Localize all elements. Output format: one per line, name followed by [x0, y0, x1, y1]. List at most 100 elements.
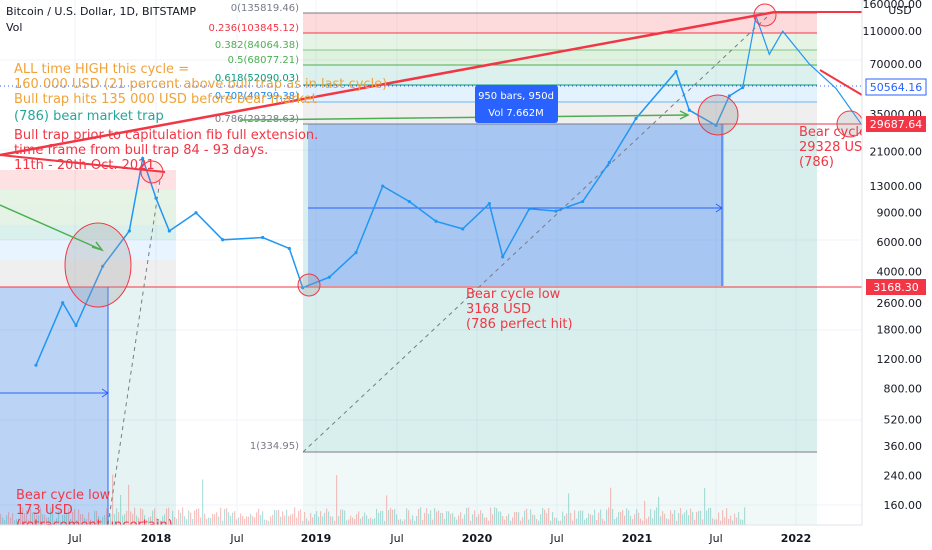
volume-bar: [184, 516, 186, 525]
volume-bar: [670, 510, 672, 525]
volume-bar: [422, 520, 424, 525]
price-point-29: [727, 94, 731, 98]
volume-bar: [62, 514, 64, 525]
price-tick-11: 1800.00: [877, 323, 923, 336]
price-tag-low: 3168.30: [866, 279, 926, 295]
price-tick-10: 2600.00: [877, 297, 923, 310]
volume-bar: [432, 519, 434, 525]
volume-bar: [658, 496, 660, 525]
volume-bar: [364, 512, 366, 525]
volume-bar: [244, 518, 246, 525]
volume-bar: [26, 510, 28, 525]
time-tick-8: Jul: [708, 532, 722, 545]
volume-bar: [146, 519, 148, 525]
volume-bar: [218, 516, 220, 525]
volume-bar: [300, 509, 302, 525]
volume-bar: [182, 507, 184, 525]
volume-bar: [416, 516, 418, 525]
volume-bar: [180, 512, 182, 525]
volume-bar: [160, 520, 162, 525]
volume-bar: [612, 509, 614, 525]
volume-bar: [304, 511, 306, 525]
volume-bar: [128, 484, 130, 525]
volume-bar: [516, 511, 518, 525]
volume-bar: [694, 519, 696, 525]
volume-bar: [398, 519, 400, 525]
volume-bar: [420, 507, 422, 525]
volume-bar: [38, 515, 40, 525]
volume-bar: [590, 514, 592, 525]
volume-bar: [412, 515, 414, 525]
volume-bar: [276, 510, 278, 525]
volume-bar: [64, 514, 66, 525]
volume-bar: [598, 512, 600, 525]
volume-bar: [502, 516, 504, 525]
volume-bar: [344, 510, 346, 525]
low-text-3: (786 perfect hit): [466, 317, 573, 332]
volume-bar: [134, 507, 136, 525]
price-point-22: [554, 209, 558, 213]
time-tick-7: 2021: [622, 532, 653, 545]
volume-bar: [190, 512, 192, 525]
volume-bar: [594, 509, 596, 525]
volume-bar: [92, 520, 94, 525]
time-tick-5: 2020: [462, 532, 493, 545]
volume-bar: [326, 508, 328, 525]
volume-bar: [224, 509, 226, 525]
volume-bar: [734, 513, 736, 525]
current-price-tag: 50564.16: [870, 81, 923, 94]
volume-bar: [706, 510, 708, 525]
volume-bar: [10, 517, 12, 525]
range-bars: 950 bars, 950d: [478, 91, 554, 102]
volume-bar: [468, 507, 470, 525]
volume-bar: [624, 515, 626, 525]
volume-bar: [138, 517, 140, 525]
fib-label-0: 0(135819.46): [231, 3, 299, 14]
volume-bar: [106, 508, 108, 525]
volume-bar: [172, 510, 174, 525]
volume-bar: [310, 513, 312, 525]
volume-bar: [268, 520, 270, 525]
volume-bar: [406, 508, 408, 525]
volume-bar: [316, 511, 318, 525]
volume-bar: [392, 509, 394, 525]
volume-bar: [726, 508, 728, 525]
volume-bar: [460, 512, 462, 525]
volume-bar: [82, 514, 84, 525]
volume-bar: [350, 515, 352, 525]
volume-bar: [228, 512, 230, 525]
volume-bar: [328, 511, 330, 525]
volume-bar: [100, 519, 102, 525]
volume-bar: [358, 511, 360, 525]
volume-bar: [548, 508, 550, 525]
volume-bar: [418, 508, 420, 525]
volume-bar: [648, 516, 650, 525]
volume-bar: [396, 514, 398, 525]
volume-bar: [474, 510, 476, 525]
price-point-28: [714, 123, 718, 128]
volume-bar: [294, 507, 296, 525]
volume-bar: [88, 512, 90, 525]
volume-bar: [482, 513, 484, 525]
volume-bar: [596, 520, 598, 525]
volume-bar: [42, 514, 44, 525]
volume-bar: [84, 517, 86, 525]
fib-label-618: 0.618(52090.03): [215, 73, 299, 84]
volume-bar: [286, 509, 288, 525]
volume-bar: [476, 516, 478, 525]
volume-bar: [360, 518, 362, 525]
volume-bar: [638, 512, 640, 525]
volume-bar: [550, 520, 552, 525]
volume-bar: [292, 513, 294, 525]
time-axis-bg[interactable]: [0, 525, 932, 550]
volume-bar: [158, 519, 160, 525]
volume-bar: [48, 517, 50, 525]
price-point-1: [61, 301, 65, 305]
volume-bar: [70, 518, 72, 525]
volume-bar: [722, 510, 724, 525]
volume-bar: [194, 510, 196, 525]
volume-bar: [630, 515, 632, 525]
circles: [64, 3, 864, 308]
volume-bar: [650, 509, 652, 525]
volume-bar: [102, 516, 104, 525]
